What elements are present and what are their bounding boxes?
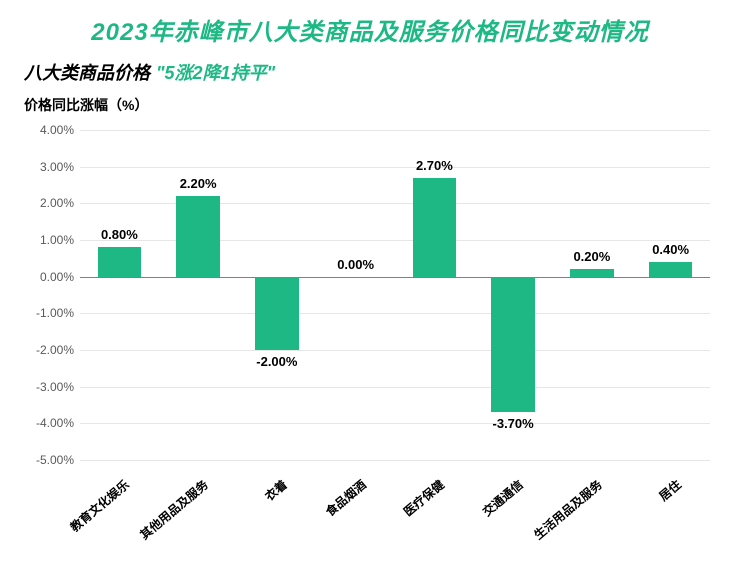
y-tick-label: 0.00% <box>18 270 74 284</box>
grid-line <box>80 277 710 279</box>
y-tick-label: -2.00% <box>18 343 74 357</box>
x-tick-label: 食品烟酒 <box>292 476 369 544</box>
bar <box>255 277 298 350</box>
bar-value-label: -2.00% <box>242 354 312 369</box>
plot-area: 4.00%3.00%2.00%1.00%0.00%-1.00%-2.00%-3.… <box>80 130 710 460</box>
bar <box>491 277 534 413</box>
grid-line <box>80 130 710 131</box>
x-tick-label: 教育文化娱乐 <box>56 476 133 544</box>
y-axis-label: 价格同比涨幅（%） <box>0 85 740 115</box>
x-tick-label: 衣着 <box>214 476 291 544</box>
y-tick-label: 2.00% <box>18 196 74 210</box>
grid-line <box>80 203 710 204</box>
bar-value-label: 0.40% <box>636 242 706 257</box>
bar <box>649 262 692 277</box>
grid-line <box>80 313 710 314</box>
subtitle-green: "5涨2降1持平" <box>156 59 275 85</box>
y-tick-label: 3.00% <box>18 160 74 174</box>
x-tick-label: 居住 <box>607 476 684 544</box>
bar <box>176 196 219 277</box>
bar-value-label: 0.00% <box>321 257 391 272</box>
y-tick-label: -5.00% <box>18 453 74 467</box>
bar-value-label: 2.20% <box>163 176 233 191</box>
grid-line <box>80 460 710 461</box>
bar <box>98 247 141 276</box>
x-tick-label: 交通通信 <box>450 476 527 544</box>
bar-value-label: -3.70% <box>478 416 548 431</box>
chart-container: { "title": { "text": "2023年赤峰市八大类商品及服务价格… <box>0 0 740 572</box>
subtitle-row: 八大类商品价格 "5涨2降1持平" <box>0 47 740 85</box>
x-tick-label: 其他用品及服务 <box>135 476 212 544</box>
chart-title: 2023年赤峰市八大类商品及服务价格同比变动情况 <box>0 0 740 47</box>
y-tick-label: -4.00% <box>18 416 74 430</box>
grid-line <box>80 240 710 241</box>
grid-line <box>80 423 710 424</box>
grid-line <box>80 167 710 168</box>
bar <box>413 178 456 277</box>
grid-line <box>80 387 710 388</box>
y-tick-label: 1.00% <box>18 233 74 247</box>
grid-line <box>80 350 710 351</box>
bar-value-label: 0.80% <box>84 227 154 242</box>
bar <box>570 269 613 276</box>
bar-value-label: 0.20% <box>557 249 627 264</box>
y-tick-label: -3.00% <box>18 380 74 394</box>
x-tick-label: 生活用品及服务 <box>529 476 606 544</box>
y-tick-label: -1.00% <box>18 306 74 320</box>
bar-value-label: 2.70% <box>399 158 469 173</box>
y-tick-label: 4.00% <box>18 123 74 137</box>
subtitle-black: 八大类商品价格 <box>24 59 150 85</box>
x-tick-label: 医疗保健 <box>371 476 448 544</box>
